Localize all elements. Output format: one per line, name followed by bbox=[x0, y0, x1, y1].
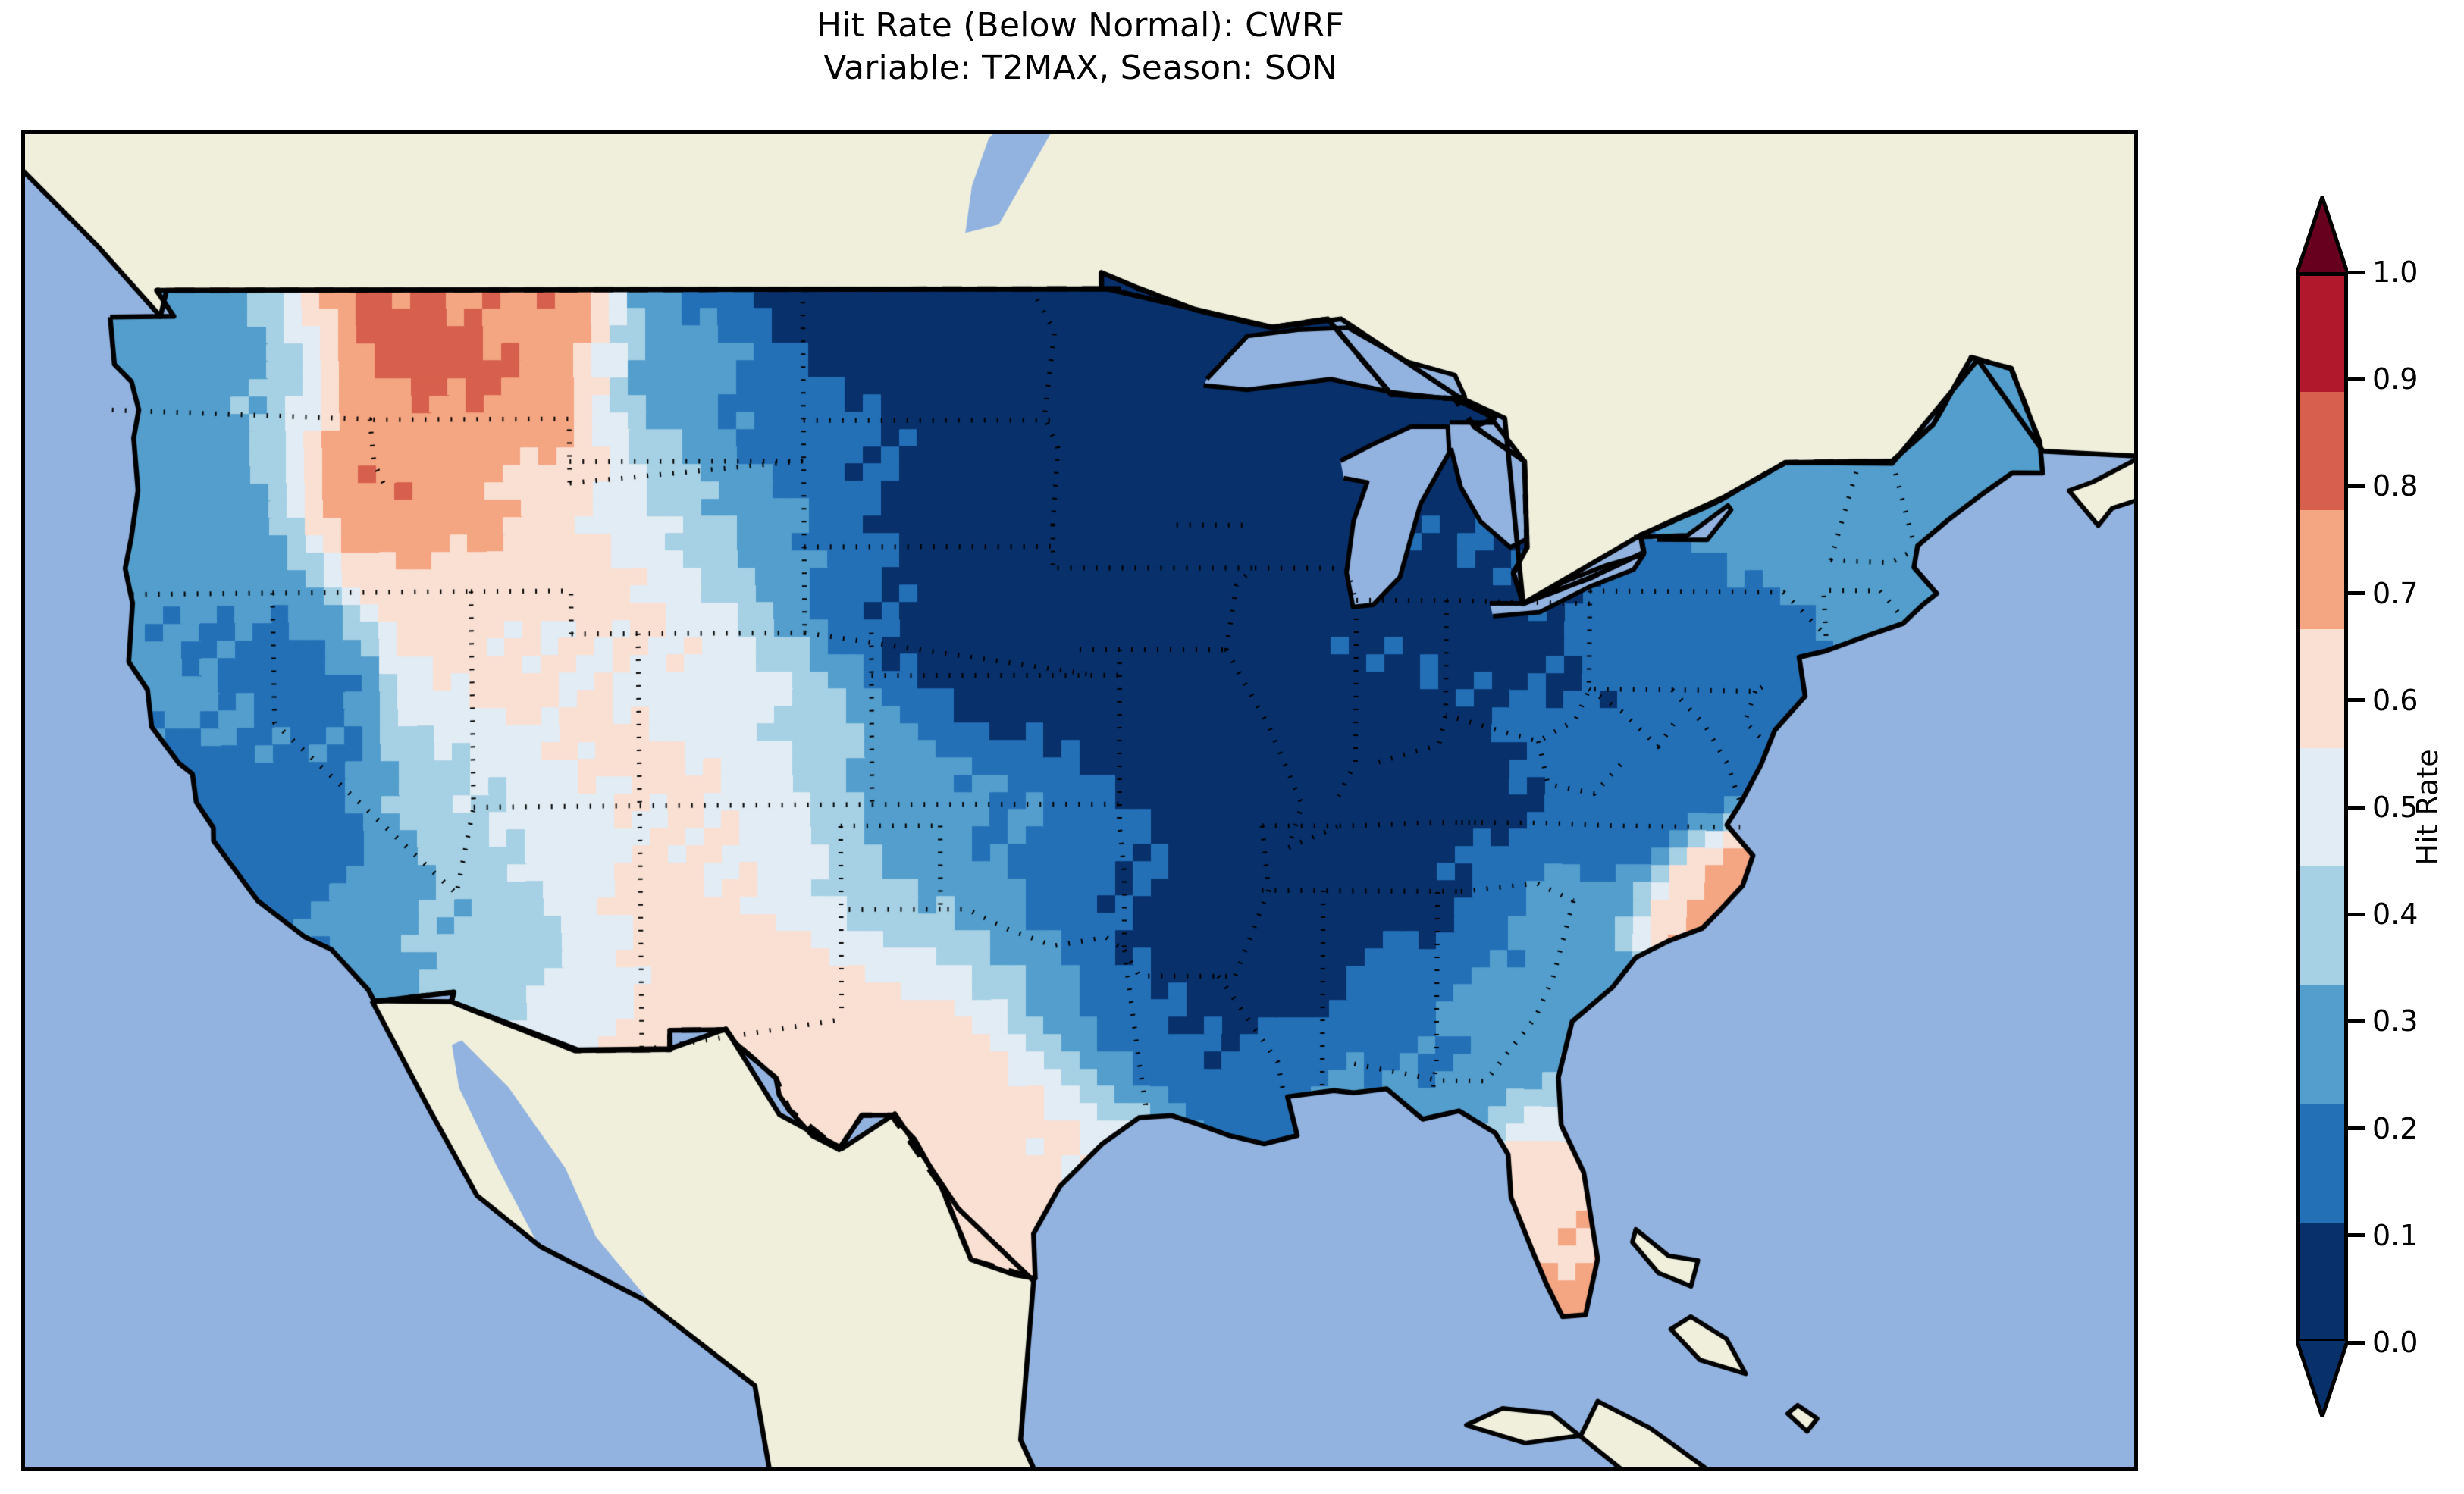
colorbar-tick bbox=[2348, 270, 2365, 274]
colorbar-bands bbox=[2297, 273, 2347, 1342]
colorbar-band bbox=[2297, 747, 2347, 867]
climate-heatmap-canvas bbox=[25, 134, 2134, 1467]
colorbar-band bbox=[2297, 510, 2347, 630]
colorbar-tick-label: 0.9 bbox=[2372, 362, 2419, 396]
colorbar-tick-label: 0.1 bbox=[2372, 1218, 2419, 1252]
colorbar-tick bbox=[2348, 1233, 2365, 1238]
colorbar-tick-label: 0.7 bbox=[2372, 576, 2419, 610]
colorbar-tick bbox=[2348, 912, 2365, 916]
colorbar-band bbox=[2297, 1223, 2347, 1342]
figure-title: Hit Rate (Below Normal): CWRF Variable: … bbox=[0, 5, 2161, 89]
colorbar-band bbox=[2297, 273, 2347, 393]
title-line-1: Hit Rate (Below Normal): CWRF bbox=[816, 6, 1345, 45]
colorbar-tick-label: 0.0 bbox=[2372, 1326, 2419, 1359]
colorbar-band bbox=[2297, 629, 2347, 749]
colorbar-tick bbox=[2348, 1340, 2365, 1345]
colorbar-tick bbox=[2348, 1126, 2365, 1131]
colorbar-band bbox=[2297, 1104, 2347, 1223]
colorbar-tick bbox=[2348, 698, 2365, 703]
colorbar-tick-label: 0.8 bbox=[2372, 469, 2419, 503]
colorbar-tick-label: 0.2 bbox=[2372, 1111, 2419, 1145]
colorbar-tick bbox=[2348, 1019, 2365, 1023]
colorbar-band bbox=[2297, 985, 2347, 1105]
colorbar-band bbox=[2297, 866, 2347, 986]
colorbar-under-arrow bbox=[2296, 1341, 2348, 1417]
colorbar-tick-label: 0.3 bbox=[2372, 1004, 2419, 1038]
colorbar-label: Hit Rate bbox=[2411, 749, 2444, 866]
colorbar-tick-label: 0.4 bbox=[2372, 897, 2419, 932]
colorbar-band bbox=[2297, 391, 2347, 511]
title-line-2: Variable: T2MAX, Season: SON bbox=[823, 49, 1337, 87]
colorbar-tick bbox=[2348, 377, 2365, 381]
colorbar: 1.0 0.9 0.8 0.7 0.6 0.5 0.4 0.3 0.2 0.1 0.0 Hit Ra… bbox=[2287, 121, 2461, 1417]
colorbar-tick bbox=[2348, 484, 2365, 488]
colorbar-tick-label: 1.0 bbox=[2372, 255, 2419, 289]
colorbar-tick-label: 0.6 bbox=[2372, 683, 2419, 717]
colorbar-over-arrow bbox=[2296, 198, 2348, 274]
colorbar-tick bbox=[2348, 805, 2365, 810]
colorbar-tick bbox=[2348, 591, 2365, 596]
colorbar-tick-label: 0.5 bbox=[2372, 791, 2419, 824]
map-axes bbox=[21, 130, 2138, 1471]
